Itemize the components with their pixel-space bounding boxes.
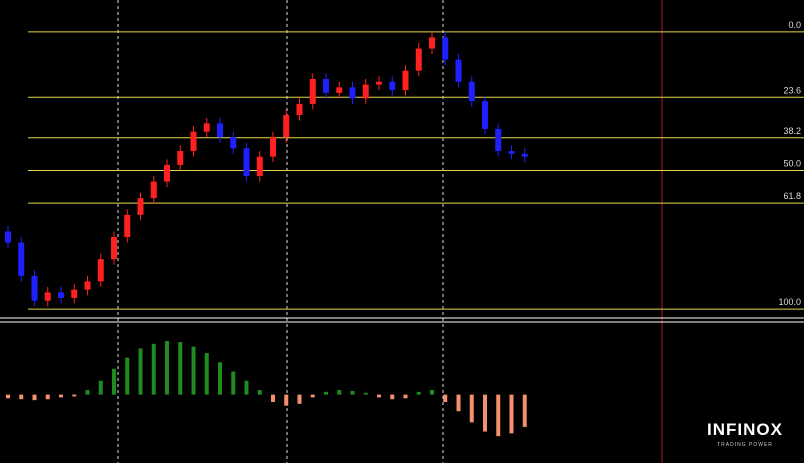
histogram-bar [32,394,37,401]
candle-body [442,37,449,60]
histogram-bar [165,341,169,395]
histogram-bar [337,390,342,395]
candle-body [495,128,502,152]
histogram-bar [45,394,50,400]
histogram-bar [363,392,368,395]
histogram-bar [350,390,355,395]
histogram-bar [403,394,408,399]
candle-body [217,123,223,138]
histogram-bar [178,342,183,395]
candle-body [389,81,396,91]
candle-body [482,101,488,129]
histogram-bar [85,390,90,395]
histogram-bar [72,394,77,397]
histogram-bar [430,390,434,395]
candle-body [455,59,462,82]
histogram-bar [151,343,156,395]
histogram-bar [509,394,514,434]
histogram-bar [138,348,143,395]
histogram-bar [6,394,10,399]
candle-body [137,198,144,215]
candle-body [190,131,197,152]
candle-body [18,242,25,276]
candle-body [296,103,303,116]
candle-body [468,81,475,102]
candle-body [402,70,409,91]
candle-body [164,164,170,182]
candle-body [415,48,422,71]
histogram-bar [218,362,222,395]
candle-body [283,115,290,138]
histogram-bar [297,394,302,404]
histogram-bar [310,394,315,398]
candle-body [58,292,64,298]
histogram-bar [416,391,421,395]
candle-body [111,237,117,260]
histogram-bar [112,368,116,395]
histogram-bar [204,353,209,395]
fib-label: 38.2 [783,126,801,136]
histogram-bar [59,394,63,398]
histogram-bar [443,394,448,402]
histogram-bar [522,394,527,427]
candle-body [349,87,356,99]
candle-body [323,79,329,93]
candle-body [150,181,157,199]
candle-body [270,137,276,157]
logo-tagline: TRADING POWER [717,442,773,448]
candle-body [243,148,250,177]
fib-label: 0.0 [788,20,801,30]
candle-body [31,275,38,301]
candle-body [230,137,237,149]
histogram-bar [98,380,103,395]
histogram-bar [231,371,236,395]
histogram-bar [191,346,196,395]
candle-body [124,214,131,237]
candle-body [309,79,316,104]
fib-label: 61.8 [783,191,801,201]
histogram-bar [390,394,395,400]
histogram-bar [271,394,275,402]
histogram-bar [125,357,130,395]
histogram-bar [257,390,262,395]
histogram-bar [496,394,501,437]
candle-body [362,84,369,99]
histogram-bar [284,394,289,406]
candle-body [203,123,210,132]
candle-body [521,153,528,157]
candle-body [429,37,435,49]
logo-name: INFINOX [707,420,783,439]
candle-body [177,151,184,165]
candle-body [5,231,11,243]
candle-body [376,81,382,85]
candle-body [44,292,51,301]
candle-body [71,289,78,298]
fib-label: 50.0 [783,158,801,168]
histogram-bar [244,380,249,395]
histogram-bar [377,394,381,398]
candle-body [97,259,104,282]
histogram-bar [324,391,328,395]
candle-body [336,87,343,93]
fib-label: 23.6 [783,85,801,95]
fib-label: 100.0 [778,297,801,307]
candle-body [256,156,263,177]
histogram-bar [483,394,487,432]
histogram-bar [469,394,474,423]
candle-body [84,281,91,290]
histogram-bar [456,394,461,412]
candle-body [508,151,515,154]
histogram-bar [19,394,24,400]
